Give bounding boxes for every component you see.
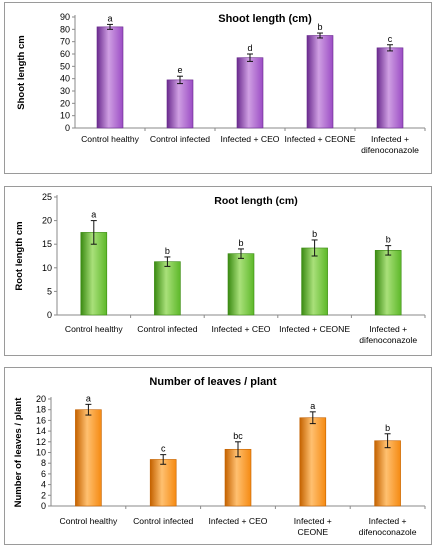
root-bar bbox=[374, 250, 402, 316]
shoot-chart-title: Shoot length (cm) bbox=[218, 13, 312, 25]
root-category-label: Infected + CEO bbox=[212, 324, 271, 334]
shoot-y-tick-label: 20 bbox=[60, 98, 70, 108]
shoot-significance-letter: c bbox=[388, 34, 393, 44]
shoot-y-tick-label: 60 bbox=[60, 49, 70, 59]
leaves-y-tick-label: 16 bbox=[36, 415, 46, 425]
shoot-significance-letter: b bbox=[317, 22, 322, 32]
root-significance-letter: b bbox=[238, 238, 243, 248]
root-category-label: Infected + CEONE bbox=[279, 324, 350, 334]
shoot-category-label: Control healthy bbox=[81, 134, 140, 144]
leaves-chart-title: Number of leaves / plant bbox=[149, 376, 276, 388]
leaves-y-tick-label: 14 bbox=[36, 426, 46, 436]
shoot-bar bbox=[166, 79, 194, 129]
leaves-category-label: Infected + bbox=[294, 516, 332, 526]
leaves-bar bbox=[374, 440, 401, 507]
root-significance-letter: b bbox=[312, 229, 317, 239]
root-length-chart-panel: Root length (cm) Root length cm 0 5 10 15 20 25… bbox=[4, 186, 432, 356]
root-significance-letter: b bbox=[386, 235, 391, 245]
leaves-bar bbox=[299, 417, 327, 507]
root-category-label: Control infected bbox=[137, 324, 197, 334]
leaves-y-tick-label: 10 bbox=[36, 448, 46, 458]
leaves-category-label: CEONE bbox=[298, 527, 329, 537]
root-significance-letter: a bbox=[91, 210, 96, 220]
shoot-y-tick-label: 30 bbox=[60, 86, 70, 96]
leaves-y-tick-label: 4 bbox=[41, 480, 46, 490]
shoot-significance-letter: a bbox=[107, 13, 112, 23]
root-bar bbox=[80, 232, 108, 316]
leaves-category-label: difenoconazole bbox=[359, 527, 417, 537]
root-y-tick-label: 5 bbox=[47, 286, 52, 296]
shoot-significance-letter: e bbox=[177, 65, 182, 75]
root-length-chart: Root length (cm) Root length cm 0 5 10 15 20 25… bbox=[14, 192, 426, 345]
leaves-y-tick-label: 12 bbox=[36, 437, 46, 447]
leaves-y-tick-label: 8 bbox=[41, 458, 46, 468]
shoot-bar bbox=[236, 57, 264, 129]
shoot-bar bbox=[306, 35, 334, 129]
shoot-y-tick-label: 40 bbox=[60, 74, 70, 84]
root-significance-letter: b bbox=[165, 246, 170, 256]
shoot-bar bbox=[96, 26, 124, 129]
shoot-category-label: Infected + bbox=[371, 134, 409, 144]
root-y-tick-label: 20 bbox=[42, 216, 52, 226]
root-bar bbox=[154, 261, 181, 316]
root-y-tick-label: 15 bbox=[42, 239, 52, 249]
shoot-y-tick-label: 10 bbox=[60, 111, 70, 121]
leaves-significance-letter: a bbox=[86, 393, 91, 403]
root-y-tick-label: 25 bbox=[42, 192, 52, 202]
leaves-number-chart: Number of leaves / plant Number of leaves… bbox=[13, 376, 426, 537]
leaves-y-tick-label: 6 bbox=[41, 469, 46, 479]
shoot-length-chart-panel: Shoot length (cm) Shoot length cm 0 10 20 30 4… bbox=[4, 2, 432, 174]
shoot-category-label: Infected + CEO bbox=[221, 134, 280, 144]
leaves-category-label: Infected + bbox=[369, 516, 407, 526]
leaves-significance-letter: a bbox=[310, 401, 315, 411]
leaves-bar bbox=[149, 459, 177, 507]
leaves-category-label: Control infected bbox=[133, 516, 193, 526]
leaves-y-tick-label: 0 bbox=[41, 501, 46, 511]
leaves-bar bbox=[224, 448, 252, 507]
root-category-label: Infected + bbox=[369, 324, 407, 334]
shoot-y-tick-label: 50 bbox=[60, 61, 70, 71]
shoot-bar bbox=[376, 47, 404, 129]
leaves-significance-letter: c bbox=[161, 444, 166, 454]
shoot-category-label: Control infected bbox=[150, 134, 210, 144]
leaves-y-tick-label: 18 bbox=[36, 405, 46, 415]
root-y-tick-label: 10 bbox=[42, 263, 52, 273]
shoot-significance-letter: d bbox=[247, 43, 252, 53]
root-y-axis-label: Root length cm bbox=[14, 221, 25, 290]
leaves-category-label: Infected + CEO bbox=[209, 516, 268, 526]
shoot-y-tick-label: 80 bbox=[60, 24, 70, 34]
root-category-label: Control healthy bbox=[65, 324, 124, 334]
shoot-y-tick-label: 0 bbox=[65, 123, 70, 133]
shoot-category-label: difenoconazole bbox=[361, 145, 419, 155]
root-y-tick-label: 0 bbox=[47, 310, 52, 320]
shoot-y-tick-label: 90 bbox=[60, 12, 70, 22]
shoot-category-label: Infected + CEONE bbox=[285, 134, 356, 144]
shoot-y-axis-label: Shoot length cm bbox=[16, 35, 27, 109]
leaves-significance-letter: bc bbox=[233, 431, 243, 441]
leaves-y-tick-label: 2 bbox=[41, 490, 46, 500]
root-category-label: difenoconazole bbox=[359, 335, 417, 345]
root-bar bbox=[301, 247, 328, 316]
root-chart-title: Root length (cm) bbox=[214, 195, 297, 207]
leaves-bar bbox=[75, 409, 102, 507]
root-bar bbox=[227, 253, 255, 316]
shoot-y-tick-label: 70 bbox=[60, 37, 70, 47]
leaves-category-label: Control healthy bbox=[59, 516, 118, 526]
leaves-significance-letter: b bbox=[385, 423, 390, 433]
leaves-number-chart-panel: Number of leaves / plant Number of leaves… bbox=[4, 367, 432, 545]
leaves-y-axis-label: Number of leaves / plant bbox=[13, 397, 24, 508]
shoot-length-chart: Shoot length (cm) Shoot length cm 0 10 20 30 4… bbox=[16, 12, 426, 155]
leaves-y-tick-label: 20 bbox=[36, 394, 46, 404]
